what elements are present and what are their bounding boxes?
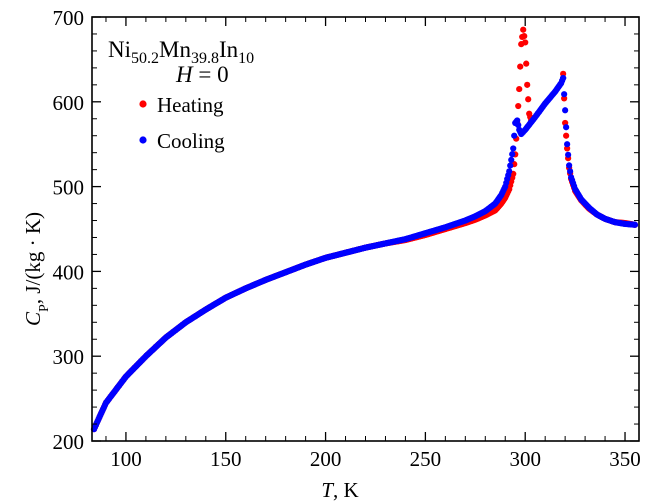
y-axis-symbol: C xyxy=(21,311,45,326)
data-point-heating xyxy=(522,39,529,46)
x-tick-label: 200 xyxy=(310,447,342,471)
y-axis-label: CP, J/(kg · K) xyxy=(21,212,52,326)
legend-cooling-label: Cooling xyxy=(157,129,225,153)
x-axis-title: T, K xyxy=(321,478,358,502)
compound-element: Ni xyxy=(108,37,131,62)
compound-subscript: 39.8 xyxy=(191,50,219,67)
data-point-heating xyxy=(560,70,567,77)
data-point-heating xyxy=(564,145,571,152)
plot-layer xyxy=(90,26,639,433)
legend-heating-label: Heating xyxy=(157,93,224,117)
y-tick-label: 600 xyxy=(53,91,85,115)
data-point-cooling xyxy=(510,145,517,152)
data-point-heating xyxy=(521,32,528,40)
data-point-cooling xyxy=(514,117,521,124)
data-point-cooling xyxy=(567,168,574,175)
data-point-heating xyxy=(516,85,523,93)
y-axis-subscript: P xyxy=(37,304,52,312)
y-tick-label: 700 xyxy=(53,6,85,30)
x-tick-label: 300 xyxy=(509,447,541,471)
data-point-cooling xyxy=(563,124,570,131)
data-point-cooling xyxy=(515,122,522,129)
data-point-cooling xyxy=(560,74,567,82)
data-point-cooling xyxy=(506,168,513,175)
data-point-heating xyxy=(520,26,527,33)
compound-subscript: 10 xyxy=(238,50,254,67)
data-point-heating xyxy=(515,102,522,110)
compound-subscript: 50.2 xyxy=(131,50,159,67)
x-axis-symbol: T xyxy=(321,478,334,502)
data-point-cooling xyxy=(566,162,573,169)
compound-label: Ni50.2Mn39.8In10 xyxy=(108,37,254,67)
legend-cooling-marker xyxy=(139,136,147,144)
field-value: = 0 xyxy=(193,62,229,87)
data-point-heating xyxy=(561,95,568,102)
data-point-cooling xyxy=(508,156,515,163)
compound-element: Mn xyxy=(159,37,191,62)
x-tick-label: 350 xyxy=(609,447,641,471)
x-axis-label: T, K xyxy=(321,478,358,502)
data-point-cooling xyxy=(562,107,569,114)
data-point-heating xyxy=(525,96,532,103)
y-axis-unit: , J/(kg · K) xyxy=(21,212,45,304)
data-point-cooling xyxy=(509,151,516,158)
y-axis-title: CP, J/(kg · K) xyxy=(21,212,52,326)
data-point-cooling xyxy=(564,141,571,148)
y-tick-label: 200 xyxy=(53,430,85,454)
data-point-heating xyxy=(524,81,531,88)
data-point-cooling xyxy=(565,151,572,158)
legend-heating-marker xyxy=(139,100,147,108)
x-tick-label: 250 xyxy=(410,447,442,471)
plot-frame xyxy=(91,16,640,442)
x-axis-unit: , K xyxy=(333,478,359,502)
y-tick-label: 500 xyxy=(53,176,85,200)
data-point-cooling xyxy=(561,91,568,98)
data-point-cooling xyxy=(511,132,518,139)
legend: Heating Cooling xyxy=(139,93,225,153)
y-tick-label: 300 xyxy=(53,345,85,369)
y-tick-label: 400 xyxy=(53,260,85,284)
series-cooling xyxy=(90,74,639,433)
data-point-heating xyxy=(523,60,530,67)
x-tick-label: 150 xyxy=(210,447,242,471)
data-point-cooling xyxy=(631,221,639,228)
data-point-heating xyxy=(517,63,524,70)
compound-element: In xyxy=(219,37,239,62)
field-label: H = 0 xyxy=(175,62,229,87)
field-symbol: H xyxy=(175,62,194,87)
annotation-layer: Ni50.2Mn39.8In10 H = 0 xyxy=(108,37,254,87)
data-point-cooling xyxy=(507,162,514,169)
data-point-heating xyxy=(563,132,570,139)
axes-layer: 100 150 200 250 300 350 200 300 400 500 600 700 xyxy=(53,6,641,471)
x-tick-label: 100 xyxy=(110,447,142,471)
